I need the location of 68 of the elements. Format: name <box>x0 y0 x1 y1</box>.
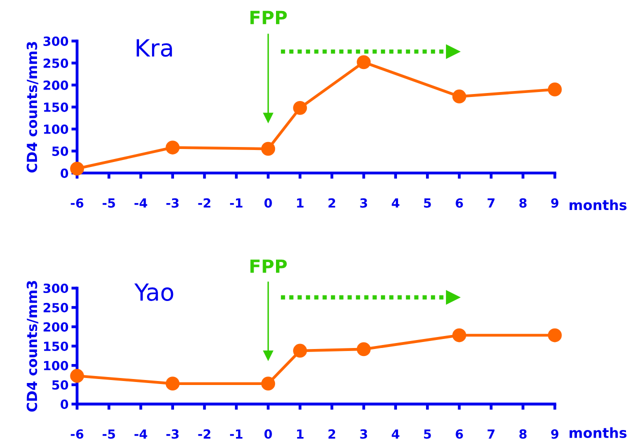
x-tick-label: 3 <box>360 429 368 439</box>
y-tick-label: 300 <box>43 284 68 294</box>
x-tick-label: 3 <box>360 198 368 208</box>
x-tick-label: 6 <box>456 429 463 439</box>
chart-title: Yao <box>134 283 174 301</box>
y-tick-label: 250 <box>44 302 68 312</box>
y-tick-label: 0 <box>60 400 68 410</box>
y-tick-label: 50 <box>52 146 68 156</box>
x-tick-label: 9 <box>551 198 558 208</box>
x-tick-label: 6 <box>456 198 463 208</box>
ref-line-label: FPP <box>250 260 287 273</box>
x-tick-label: 2 <box>328 198 336 208</box>
point <box>166 376 180 391</box>
x-tick-label: -1 <box>230 198 242 208</box>
x-tick-label: 2 <box>328 429 336 439</box>
x-tick-label: -6 <box>70 429 84 439</box>
x-axis-title: months <box>570 199 627 210</box>
chart-title: Kra <box>136 39 172 57</box>
x-axis-title: months <box>570 427 627 438</box>
x-tick-label: 1 <box>297 429 304 439</box>
point <box>293 100 307 115</box>
ref-line-label: FPP <box>250 10 287 24</box>
y-tick-label: 200 <box>44 322 68 332</box>
x-tick-label: -3 <box>166 198 179 208</box>
x-tick-label: -4 <box>134 429 148 439</box>
x-tick-label: -5 <box>102 198 115 208</box>
point <box>548 82 562 96</box>
point <box>70 368 84 383</box>
y-tick-label: 100 <box>44 124 68 134</box>
x-tick-label: 7 <box>488 429 494 439</box>
x-tick-label: 4 <box>392 198 400 208</box>
point <box>166 140 180 154</box>
x-tick-label: 5 <box>424 198 431 208</box>
y-axis-title: CD4 counts/mm3 <box>26 281 38 412</box>
x-tick-label: -4 <box>134 198 148 208</box>
x-tick-label: 1 <box>297 198 304 208</box>
y-tick-label: 50 <box>52 380 68 390</box>
x-tick-label: 0 <box>264 429 272 439</box>
point <box>452 328 466 342</box>
y-axis-title: CD4 counts/mm3 <box>26 42 38 173</box>
y-tick-label: 250 <box>44 58 68 68</box>
y-tick-label: 150 <box>44 342 68 352</box>
x-tick-label: 8 <box>519 198 527 208</box>
x-tick-label: -2 <box>198 429 210 439</box>
point <box>293 344 307 358</box>
y-tick-label: 100 <box>44 360 68 370</box>
x-tick-label: 7 <box>488 198 494 208</box>
x-tick-label: -3 <box>166 429 179 439</box>
point <box>548 328 562 342</box>
x-tick-label: -6 <box>70 198 84 208</box>
x-tick-label: -5 <box>102 429 115 439</box>
x-tick-label: 4 <box>392 429 400 439</box>
point <box>356 55 371 70</box>
x-tick-label: 5 <box>424 429 431 439</box>
point <box>356 342 371 356</box>
x-tick-label: -2 <box>198 198 210 208</box>
y-tick-label: 0 <box>60 168 68 178</box>
point <box>261 142 276 156</box>
x-tick-label: 0 <box>264 198 272 208</box>
y-tick-label: 150 <box>44 102 68 112</box>
point <box>261 376 276 391</box>
y-tick-label: 200 <box>44 80 68 90</box>
point <box>70 162 84 176</box>
x-tick-label: 8 <box>519 429 527 439</box>
y-tick-label: 300 <box>43 36 68 46</box>
point <box>452 90 466 104</box>
x-tick-label: -1 <box>230 429 242 439</box>
x-tick-label: 9 <box>551 429 558 439</box>
